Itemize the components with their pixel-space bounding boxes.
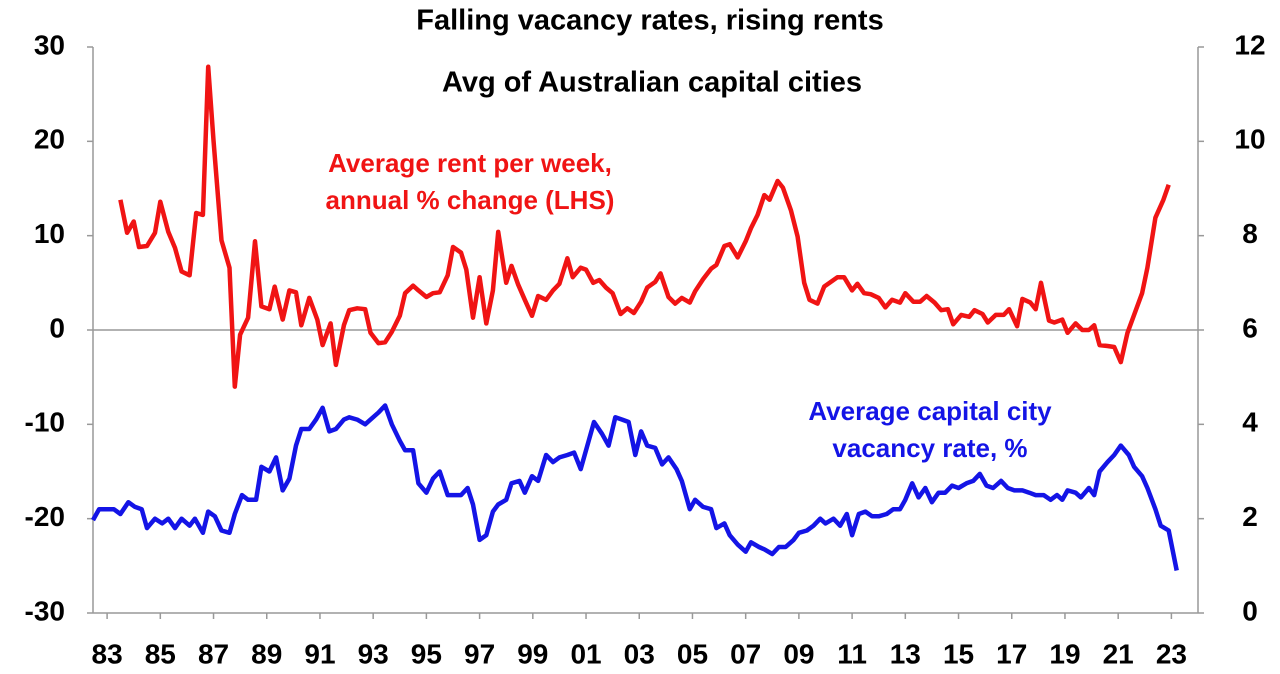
x-tick-label: 95 [411, 638, 442, 669]
x-tick-label: 01 [570, 638, 601, 669]
y-tick-label: -10 [25, 407, 65, 438]
y-tick-label: -30 [25, 595, 65, 626]
y2-tick-label: 8 [1242, 218, 1258, 249]
x-tick-label: 03 [624, 638, 655, 669]
x-tick-label: 85 [145, 638, 176, 669]
y-tick-label: 20 [34, 124, 65, 155]
x-tick-label: 93 [358, 638, 389, 669]
x-tick-label: 21 [1103, 638, 1134, 669]
y-tick-label: 0 [49, 312, 65, 343]
y-tick-label: 30 [34, 29, 65, 60]
x-tick-label: 07 [730, 638, 761, 669]
y-tick-label: -20 [25, 501, 65, 532]
x-tick-label: 17 [996, 638, 1027, 669]
x-tick-label: 83 [92, 638, 123, 669]
chart-subtitle: Avg of Australian capital cities [442, 67, 862, 99]
x-tick-label: 23 [1156, 638, 1187, 669]
x-tick-label: 89 [251, 638, 282, 669]
x-tick-label: 13 [890, 638, 921, 669]
y2-tick-label: 0 [1242, 595, 1258, 626]
x-tick-label: 99 [517, 638, 548, 669]
x-tick-label: 11 [837, 638, 867, 669]
y-tick-label: 10 [34, 218, 65, 249]
x-tick-label: 87 [198, 638, 229, 669]
annotation: Average capital city [808, 396, 1052, 426]
y2-tick-label: 12 [1234, 29, 1265, 60]
series-line [118, 64, 1171, 389]
x-tick-label: 19 [1049, 638, 1080, 669]
annotation: vacancy rate, % [832, 433, 1027, 463]
y2-tick-label: 2 [1242, 501, 1258, 532]
x-tick-label: 91 [304, 638, 335, 669]
annotation: Average rent per week, [328, 148, 612, 178]
x-tick-label: 05 [677, 638, 708, 669]
x-tick-label: 97 [464, 638, 495, 669]
series-line [91, 403, 1179, 571]
y2-tick-label: 4 [1242, 407, 1258, 438]
x-tick-label: 09 [783, 638, 814, 669]
y2-tick-label: 10 [1234, 124, 1265, 155]
annotation: annual % change (LHS) [326, 185, 615, 215]
x-tick-label: 15 [943, 638, 974, 669]
chart-title: Falling vacancy rates, rising rents [416, 5, 883, 37]
y2-tick-label: 6 [1242, 312, 1258, 343]
